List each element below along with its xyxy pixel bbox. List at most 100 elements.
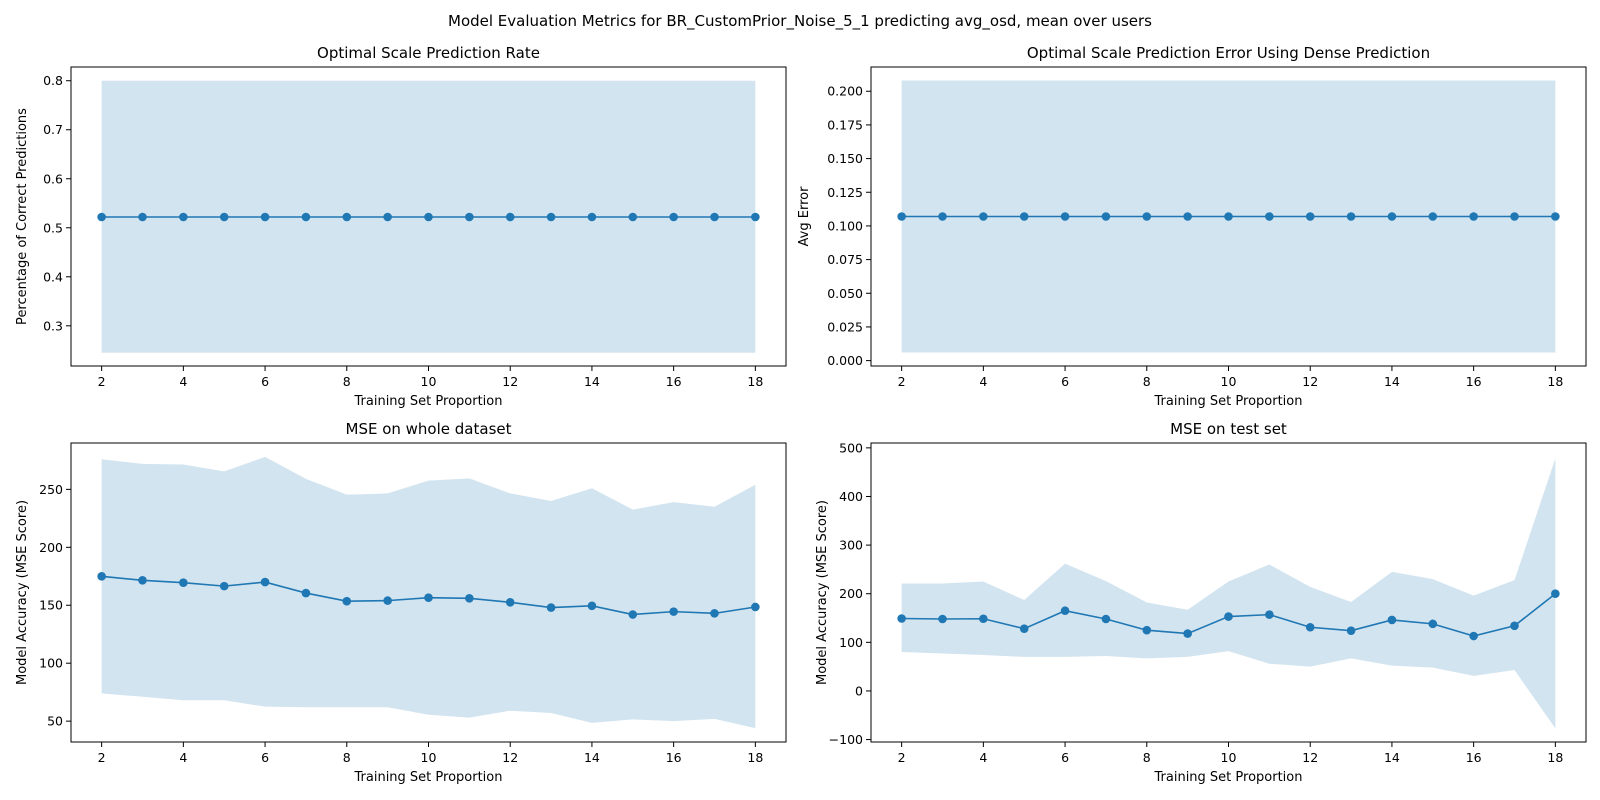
data-point (587, 601, 597, 611)
data-point (1224, 212, 1233, 221)
data-point (751, 602, 760, 612)
data-point (383, 212, 392, 222)
x-tick-label: 4 (179, 750, 187, 765)
data-point (1265, 212, 1274, 221)
data-point (1428, 212, 1438, 221)
data-point (138, 212, 147, 222)
data-point (669, 212, 678, 222)
x-tick-label: 8 (343, 374, 351, 389)
data-point (1387, 615, 1397, 625)
data-point (710, 212, 719, 222)
data-point (979, 212, 988, 221)
y-tick-label: 500 (839, 440, 863, 455)
data-point (1019, 624, 1029, 634)
y-tick-label: 0.175 (827, 117, 863, 132)
data-point (546, 212, 556, 222)
x-tick-label: 16 (1466, 374, 1482, 389)
x-tick-label: 16 (666, 374, 682, 389)
data-point (546, 603, 556, 612)
data-point (1510, 212, 1519, 221)
y-tick-label: 0.8 (43, 73, 63, 88)
x-tick-label: 10 (1221, 374, 1237, 389)
data-point (1224, 612, 1233, 621)
x-tick-label: 10 (421, 750, 437, 765)
y-tick-label: 300 (839, 538, 863, 553)
x-tick-label: 2 (98, 374, 106, 389)
x-tick-label: 10 (1221, 750, 1237, 765)
subplot-mse-test-set: 2 4 6 8 10 12 14 16 18 −100 0 100 200 300 400 500 MSE on… (815, 420, 1587, 785)
data-point (897, 614, 906, 623)
subplot-title: MSE on whole dataset (346, 420, 512, 438)
y-tick-label: 0.7 (43, 122, 63, 137)
x-tick-label: 12 (502, 374, 518, 389)
y-tick-label: 200 (839, 586, 863, 601)
y-tick-label: 0.075 (827, 252, 863, 267)
y-tick-label: 0.5 (43, 220, 63, 235)
x-tick-label: 14 (584, 374, 600, 389)
data-point (301, 212, 311, 222)
y-tick-label: 50 (47, 714, 63, 729)
data-point (219, 581, 229, 591)
x-tick-label: 12 (1302, 750, 1318, 765)
y-tick-label: 400 (839, 489, 863, 504)
data-point (1346, 626, 1356, 635)
data-point (979, 614, 988, 624)
confidence-band (101, 456, 756, 729)
data-point (260, 577, 270, 587)
y-tick-label: 0.4 (43, 269, 63, 284)
x-tick-label: 14 (1384, 374, 1400, 389)
x-tick-label: 18 (747, 374, 763, 389)
data-point (260, 212, 270, 222)
data-point (938, 614, 947, 624)
x-tick-label: 2 (98, 750, 106, 765)
y-axis-label: Model Accuracy (MSE Score) (15, 500, 30, 685)
data-point (938, 212, 947, 221)
data-point (342, 596, 352, 606)
y-tick-label: 0.000 (827, 353, 863, 368)
x-tick-label: 14 (1384, 750, 1400, 765)
data-point (1387, 212, 1397, 221)
data-point (1060, 606, 1070, 616)
x-tick-label: 14 (584, 750, 600, 765)
y-axis-label: Model Accuracy (MSE Score) (815, 500, 830, 685)
y-tick-label: 100 (39, 656, 63, 671)
data-point (628, 610, 638, 619)
data-point (424, 212, 433, 222)
x-tick-label: 10 (421, 374, 437, 389)
data-point (1183, 212, 1192, 221)
data-point (1551, 212, 1560, 221)
x-tick-label: 4 (979, 750, 987, 765)
data-point (342, 212, 352, 222)
x-tick-label: 6 (1061, 374, 1069, 389)
subplot-optimal-scale-prediction-error: 2 4 6 8 10 12 14 16 18 0.000 0.025 0.050 0.075 0.100 0… (797, 44, 1587, 409)
data-point (1142, 625, 1152, 635)
y-tick-label: 150 (39, 598, 63, 613)
data-point (383, 596, 392, 605)
subplot-title: Optimal Scale Prediction Error Using Den… (1027, 44, 1430, 62)
data-point (138, 576, 147, 585)
data-point (1101, 614, 1111, 624)
y-tick-label: 0.150 (827, 151, 863, 166)
data-point (1469, 631, 1478, 641)
data-point (1346, 212, 1356, 221)
y-tick-label: 250 (39, 482, 63, 497)
x-tick-label: 16 (1466, 750, 1482, 765)
subplot-title: MSE on test set (1170, 420, 1287, 438)
x-tick-label: 18 (747, 750, 763, 765)
data-point (710, 609, 719, 618)
y-tick-label: 100 (839, 635, 863, 650)
x-tick-label: 4 (979, 374, 987, 389)
data-point (587, 212, 597, 222)
x-tick-label: 4 (179, 374, 187, 389)
x-tick-label: 6 (1061, 750, 1069, 765)
data-point (179, 212, 188, 222)
x-tick-label: 12 (502, 750, 518, 765)
data-point (465, 212, 474, 222)
confidence-band (901, 458, 1556, 729)
x-tick-label: 2 (898, 750, 906, 765)
y-tick-label: 0.025 (827, 319, 863, 334)
data-point (1551, 589, 1560, 599)
y-tick-label: 200 (39, 540, 63, 555)
y-axis-label: Avg Error (797, 186, 812, 247)
